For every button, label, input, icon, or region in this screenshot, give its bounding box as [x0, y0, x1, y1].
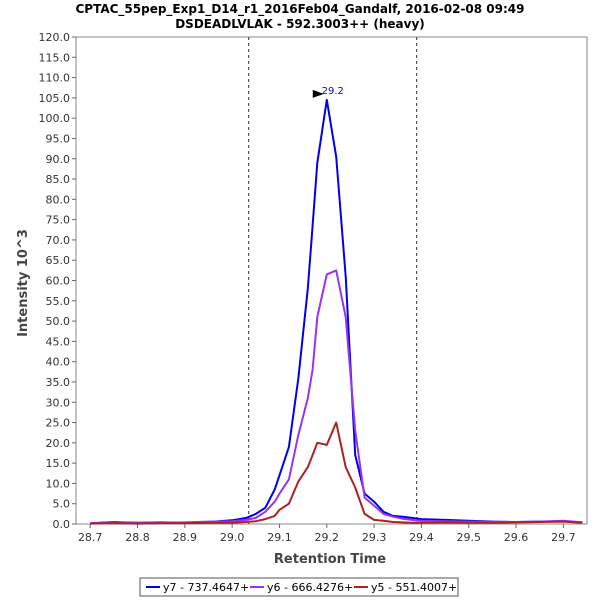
x-tick-label: 28.7	[78, 531, 103, 544]
y-tick-label: 85.0	[46, 173, 71, 186]
y-tick-label: 40.0	[46, 356, 71, 369]
x-tick-label: 28.9	[173, 531, 198, 544]
x-tick-label: 29.3	[362, 531, 387, 544]
y-tick-label: 70.0	[46, 234, 71, 247]
y-tick-label: 90.0	[46, 153, 71, 166]
legend-entry-label: y7 - 737.4647+	[163, 581, 249, 594]
y-tick-label: 120.0	[39, 31, 71, 44]
series-line-y6	[90, 269, 583, 525]
y-axis-label: Intensity 10^3	[16, 229, 31, 337]
y-tick-label: 20.0	[46, 437, 71, 450]
y-tick-label: 30.0	[46, 396, 71, 409]
series-line-y5	[90, 421, 583, 525]
y-tick-label: 5.0	[53, 498, 71, 511]
y-tick-label: 75.0	[46, 214, 71, 227]
x-tick-label: 29.7	[551, 531, 576, 544]
y-tick-label: 35.0	[46, 376, 71, 389]
x-tick-label: 29.6	[504, 531, 529, 544]
plot-area: 0.0 5.0 10.0 15.0 20.0 25.0 30.0 35.0 40.0 45.0 50…	[39, 31, 588, 544]
x-tick-label: 29.5	[456, 531, 481, 544]
x-tick-label: 29.0	[220, 531, 245, 544]
legend-box	[139, 577, 459, 597]
legend: y7 - 737.4647+ y6 - 666.4276+ y5 - 551.400…	[139, 577, 459, 597]
y-tick-label: 55.0	[46, 295, 71, 308]
x-tick-label: 29.4	[409, 531, 434, 544]
peak-label: 29.2	[322, 86, 344, 97]
y-tick-label: 95.0	[46, 132, 71, 145]
y-tick-label: 15.0	[46, 457, 71, 470]
y-tick-label: 60.0	[46, 275, 71, 288]
legend-entry-label: y6 - 666.4276+	[267, 581, 353, 594]
y-tick-label: 45.0	[46, 335, 71, 348]
peak-marker-arrow	[312, 89, 324, 98]
legend-entry-label: y5 - 551.4007+	[371, 581, 457, 594]
y-tick-label: 115.0	[39, 51, 71, 64]
y-tick-label: 100.0	[39, 112, 71, 125]
y-tick-label: 105.0	[39, 92, 71, 105]
y-tick-label: 25.0	[46, 417, 71, 430]
y-tick-label: 110.0	[39, 72, 71, 85]
y-tick-label: 10.0	[46, 477, 71, 490]
chart-title: CPTAC_55pep_Exp1_D14_r1_2016Feb04_Gandal…	[75, 2, 524, 17]
x-tick-label: 28.8	[125, 531, 150, 544]
plot-frame	[75, 36, 588, 525]
y-tick-label: 65.0	[46, 254, 71, 267]
x-tick-label: 29.1	[267, 531, 292, 544]
chart-subtitle: DSDEADLVLAK - 592.3003++ (heavy)	[175, 17, 425, 31]
y-tick-label: 80.0	[46, 193, 71, 206]
y-tick-label: 50.0	[46, 315, 71, 328]
x-tick-label: 29.2	[315, 531, 340, 544]
x-axis-label: Retention Time	[274, 552, 386, 567]
y-tick-label: 0.0	[53, 518, 71, 531]
